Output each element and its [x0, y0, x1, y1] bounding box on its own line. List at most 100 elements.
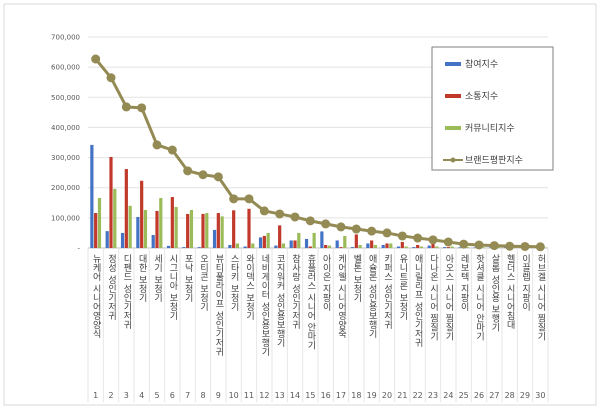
- brand-index-point-7: [183, 166, 193, 176]
- bar-1-20: [381, 244, 385, 248]
- legend-label: 참여지수: [465, 58, 498, 70]
- category-label: 핫셔클 시니어 안마기: [474, 254, 484, 342]
- bar-2-2: [109, 156, 113, 248]
- category-number: 16: [321, 391, 331, 400]
- brand-index-point-30: [535, 242, 545, 252]
- brand-index-point-18: [351, 224, 361, 234]
- y-tick-label: 200,000: [51, 184, 80, 192]
- category-label: 애슐론 성인용보행기: [367, 254, 377, 339]
- category-label: 애니릴리프 성인기저귀: [413, 254, 423, 348]
- category-number: 13: [275, 391, 285, 400]
- bar-2-19: [370, 240, 374, 248]
- bar-3-8: [205, 213, 209, 248]
- bar-3-5: [159, 197, 163, 248]
- bar-1-15: [304, 238, 309, 248]
- category-label: 오티콘 보청기: [198, 254, 208, 312]
- category-number: 5: [154, 391, 159, 400]
- brand-index-point-2: [106, 73, 116, 83]
- bar-3-4: [143, 210, 148, 248]
- bar-2-6: [170, 197, 174, 248]
- brand-index-point-17: [336, 222, 346, 232]
- bar-3-13: [281, 243, 286, 248]
- bar-1-2: [105, 231, 109, 248]
- bar-2-1: [94, 213, 98, 248]
- bar-3-7: [189, 210, 194, 248]
- bar-3-26: [481, 247, 485, 248]
- category-number: 28: [505, 391, 515, 400]
- bar-3-25: [465, 247, 470, 248]
- bar-2-5: [155, 210, 159, 248]
- category-label: 네비게이터 성인용보행기: [259, 254, 269, 357]
- bar-1-11: [243, 246, 247, 248]
- category-number: 26: [474, 391, 484, 400]
- legend-swatch-2: [445, 94, 461, 98]
- category-label: 헬더스 시니어침대: [505, 254, 515, 330]
- category-label: 스타키 보청기: [229, 254, 239, 312]
- category-label: 다나온 시니어 찜질기: [428, 254, 438, 342]
- category-number: 9: [216, 391, 221, 400]
- bar-1-4: [136, 216, 140, 248]
- bar-2-11: [247, 208, 251, 248]
- brand-index-point-25: [459, 239, 469, 249]
- bar-1-1: [90, 144, 94, 248]
- bar-1-14: [289, 240, 293, 248]
- bar-3-18: [358, 244, 362, 248]
- bar-2-21: [400, 241, 404, 248]
- legend-label: 커뮤니티지수: [465, 123, 515, 134]
- brand-index-point-22: [413, 233, 423, 243]
- bar-3-1: [97, 197, 102, 248]
- brand-index-point-26: [474, 240, 484, 250]
- y-tick-label: 700,000: [51, 34, 80, 42]
- brand-index-point-23: [428, 235, 438, 245]
- bar-3-21: [404, 246, 408, 248]
- bar-2-15: [308, 246, 312, 248]
- brand-index-point-11: [244, 194, 254, 204]
- bar-2-3: [124, 169, 128, 248]
- legend-label: 브랜드평판지수: [465, 155, 523, 166]
- category-number: 11: [244, 391, 254, 400]
- brand-index-point-3: [121, 102, 131, 112]
- bar-3-15: [312, 232, 316, 248]
- bar-2-12: [262, 235, 266, 248]
- y-tick-label: -: [77, 245, 80, 253]
- brand-index-point-6: [167, 145, 177, 155]
- y-tick-label: 600,000: [51, 64, 80, 72]
- category-label: 참사랑 성인기저귀: [290, 254, 300, 330]
- brand-index-point-14: [290, 212, 300, 222]
- category-number: 6: [170, 391, 175, 400]
- category-number: 15: [305, 391, 315, 400]
- bar-3-11: [251, 243, 255, 248]
- category-label: 시그니아 보청기: [167, 254, 177, 321]
- bar-1-26: [473, 247, 477, 248]
- bar-1-5: [151, 235, 155, 248]
- category-label: 유니트론 보청기: [397, 254, 407, 321]
- brand-index-point-19: [367, 226, 377, 236]
- brand-index-point-16: [321, 219, 331, 229]
- bar-3-14: [297, 232, 301, 248]
- bar-3-6: [174, 207, 178, 248]
- y-tick-label: 500,000: [51, 94, 80, 102]
- bar-2-17: [339, 247, 343, 248]
- brand-index-point-29: [520, 241, 530, 251]
- y-tick-label: 100,000: [51, 214, 80, 222]
- bar-1-12: [258, 237, 263, 248]
- bar-2-20: [385, 243, 389, 248]
- category-number: 10: [229, 391, 239, 400]
- category-label: 휴플러스 시니어 안마기: [305, 254, 315, 351]
- bar-2-7: [186, 213, 190, 248]
- legend-swatch-1: [445, 62, 461, 66]
- category-label: 뷰티풀라이프 성인기저귀: [213, 254, 223, 357]
- bar-1-16: [320, 231, 324, 248]
- category-label: 디펜드 성인기저귀: [121, 254, 131, 330]
- brand-index-point-13: [275, 209, 285, 219]
- category-label: 레보텍 지팡이: [459, 254, 469, 312]
- bar-3-10: [235, 243, 240, 248]
- category-number: 21: [397, 391, 407, 400]
- bar-2-4: [140, 180, 144, 248]
- category-number: 18: [351, 391, 361, 400]
- category-number: 17: [336, 391, 346, 400]
- category-label: 살롬 성인용 보행기: [489, 254, 499, 333]
- category-number: 12: [259, 391, 269, 400]
